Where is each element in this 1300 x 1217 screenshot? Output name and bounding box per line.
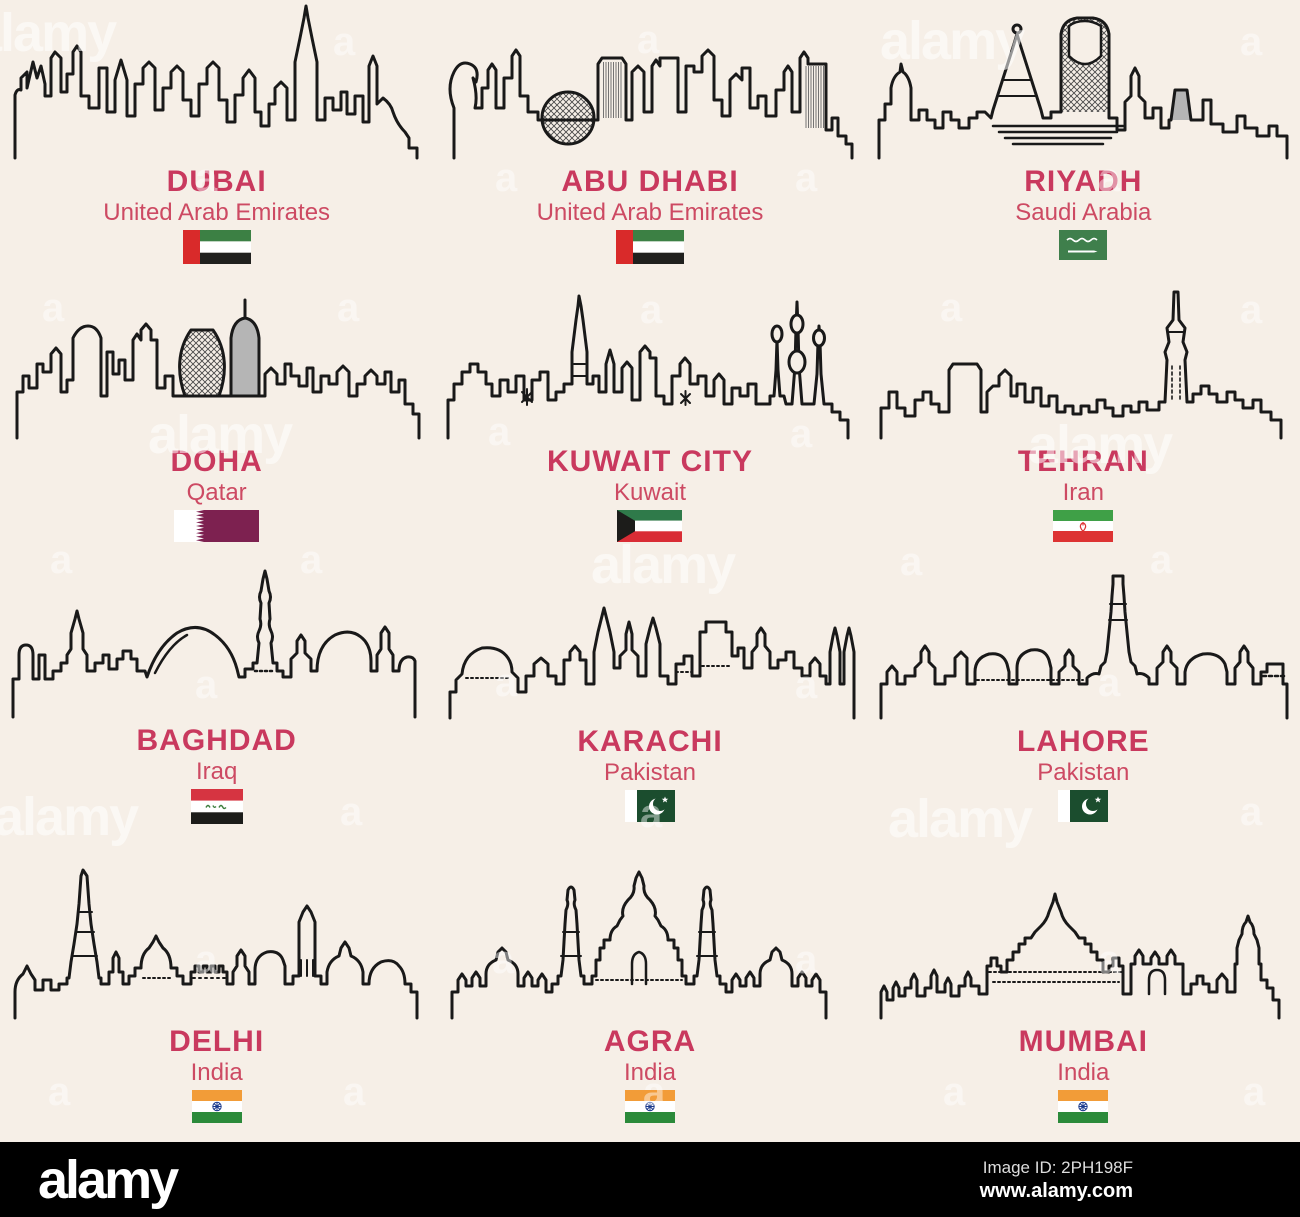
flag-are-icon [615,230,684,264]
city-panel-mumbai: MUMBAI India [867,860,1300,1142]
flag-ind-icon [191,1090,242,1124]
city-name: ABU DHABI [561,165,739,198]
country-name: Iran [1062,479,1104,506]
country-name: Kuwait [613,479,687,506]
flag-irq-icon [190,789,243,824]
skyline-baghdad [11,569,417,719]
alamy-url-text: www.alamy.com [979,1179,1133,1202]
flag-qat-icon [174,510,260,544]
footer-meta: Image ID: 2PH198F www.alamy.com [980,1157,1133,1203]
city-name: KUWAIT CITY [546,445,753,478]
skyline-agra [450,870,828,1020]
city-panel-doha: DOHA Qatar [0,280,433,560]
country-name: United Arab Emirates [536,199,764,226]
flag-ind-icon [624,1090,675,1124]
skyline-delhi [13,868,419,1020]
city-name: RIYADH [1024,165,1143,198]
country-name: Pakistan [1037,759,1130,786]
flag-kwt-icon [617,510,683,544]
city-name: BAGHDAD [136,724,297,757]
image-id-text: Image ID: 2PH198F [982,1157,1133,1177]
city-name: DOHA [170,445,263,478]
city-panel-delhi: DELHI India [0,860,433,1142]
city-name: MUMBAI [1018,1025,1148,1058]
skyline-doha [15,298,421,440]
country-name: Pakistan [603,759,697,786]
city-name: LAHORE [1016,725,1150,758]
skyline-dubai [13,4,419,160]
flag-sau-icon [1059,230,1108,264]
alamy-logo: alamy [38,1149,179,1210]
country-name: United Arab Emirates [103,199,331,226]
flag-pak-icon [624,790,675,824]
city-panel-kuwait: KUWAIT CITY Kuwait [433,280,866,560]
skyline-tehran [879,290,1283,440]
city-panel-dubai: DUBAI United Arab Emirates [0,0,433,280]
city-name: TEHRAN [1017,445,1149,478]
city-panel-riyadh: RIYADH Saudi Arabia [867,0,1300,280]
skyline-lahore [879,574,1289,720]
city-name: DELHI [169,1025,265,1058]
footer-bar: alamy Image ID: 2PH198F www.alamy.com [0,1142,1300,1217]
country-name: Qatar [186,479,247,506]
country-name: India [190,1059,243,1086]
city-panel-abudhabi: ABU DHABI United Arab Emirates [433,0,866,280]
skyline-kuwait [446,294,850,440]
city-panel-agra: AGRA India [433,860,866,1142]
skyline-riyadh [877,16,1289,160]
country-name: Saudi Arabia [1015,199,1152,226]
flag-are-icon [182,230,251,264]
country-name: India [623,1059,677,1086]
flag-ind-icon [1058,1090,1109,1124]
skyline-karachi [448,606,856,720]
flag-pak-icon [1058,790,1109,824]
city-panel-baghdad: BAGHDAD Iraq [0,560,433,860]
city-panel-lahore: LAHORE Pakistan [867,560,1300,860]
city-name: DUBAI [166,165,267,198]
city-grid: DUBAI United Arab Emirates ABU DHABI United… [0,0,1300,1142]
country-name: Iraq [195,758,238,785]
country-name: India [1057,1059,1110,1086]
city-panel-tehran: TEHRAN Iran [867,280,1300,560]
city-name: KARACHI [577,725,723,758]
city-panel-karachi: KARACHI Pakistan [433,560,866,860]
city-name: AGRA [603,1025,697,1058]
skyline-mumbai [879,892,1281,1020]
skyline-abudhabi [448,48,854,160]
flag-irn-icon [1053,510,1114,544]
